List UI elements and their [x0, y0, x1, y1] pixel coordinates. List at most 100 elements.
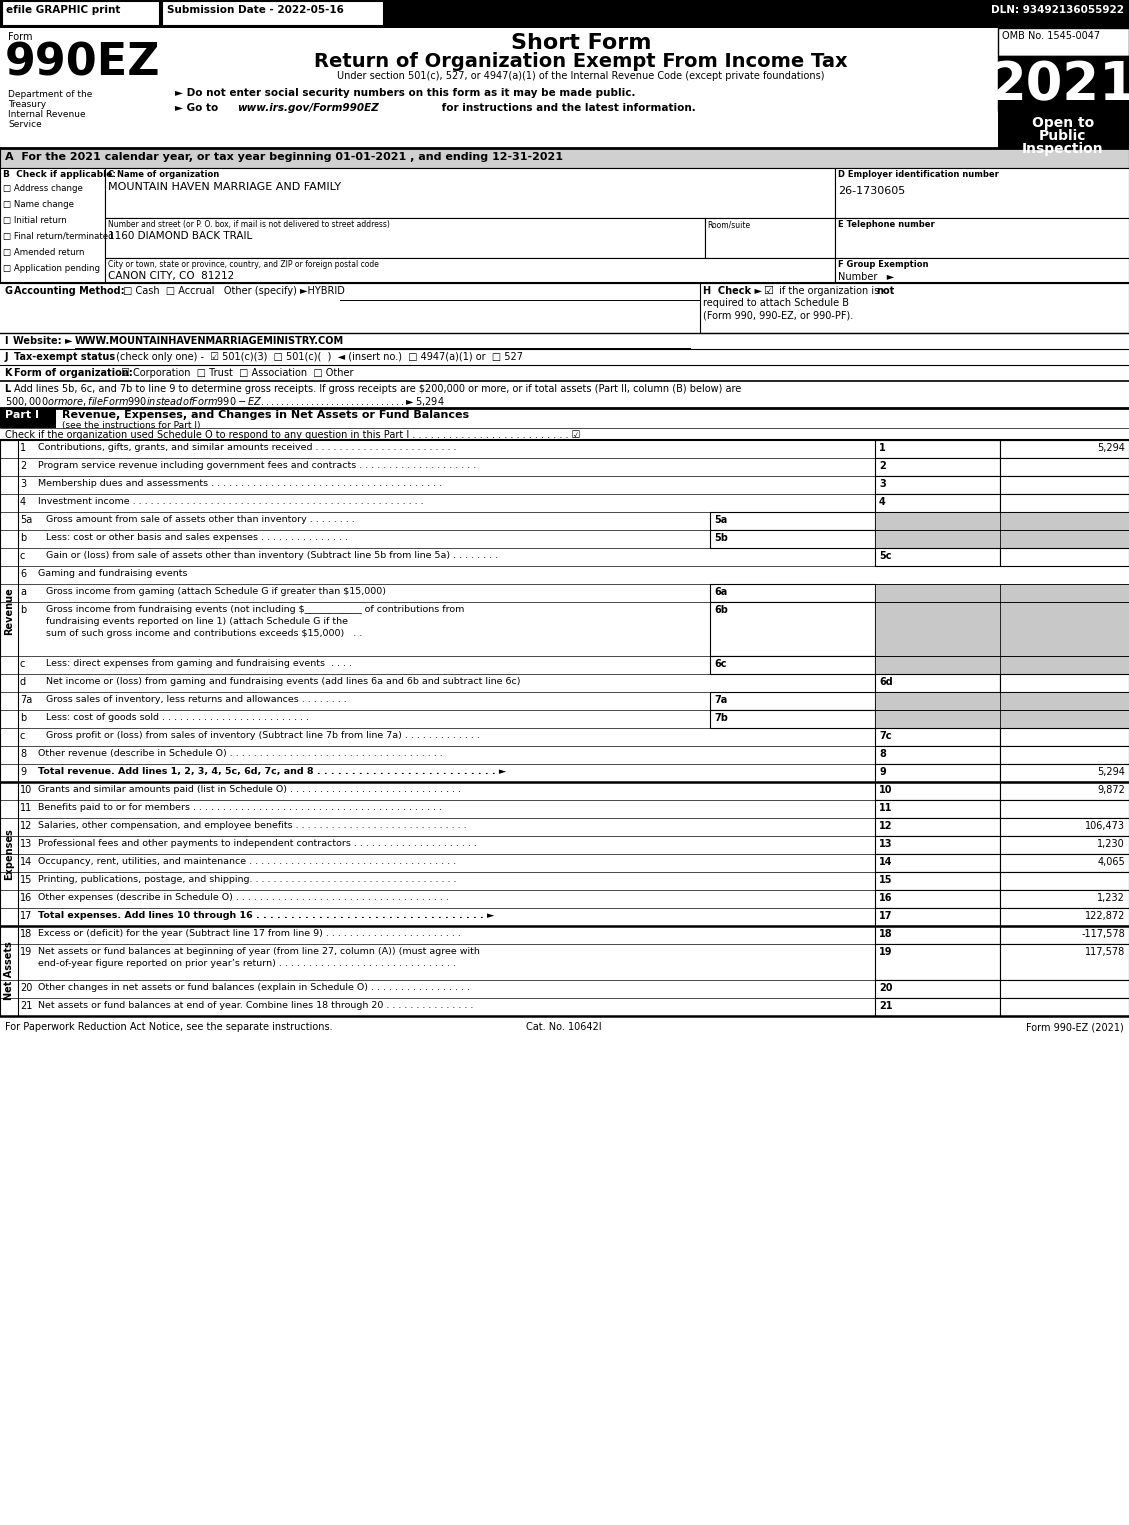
Text: Professional fees and other payments to independent contractors . . . . . . . . : Professional fees and other payments to …: [38, 839, 476, 848]
Text: H  Check ►: H Check ►: [703, 287, 762, 296]
Text: Program service revenue including government fees and contracts . . . . . . . . : Program service revenue including govern…: [38, 461, 476, 470]
Text: 16: 16: [20, 894, 33, 903]
Text: 106,473: 106,473: [1085, 820, 1124, 831]
Text: Salaries, other compensation, and employee benefits . . . . . . . . . . . . . . : Salaries, other compensation, and employ…: [38, 820, 466, 830]
Bar: [710, 656, 875, 674]
Bar: [1000, 944, 1129, 981]
Text: 1: 1: [879, 442, 886, 453]
Bar: [875, 547, 1000, 566]
Text: (see the instructions for Part I): (see the instructions for Part I): [62, 421, 201, 430]
Text: end-of-year figure reported on prior year’s return) . . . . . . . . . . . . . . : end-of-year figure reported on prior yea…: [38, 959, 456, 968]
Text: Inspection: Inspection: [1022, 142, 1104, 156]
Bar: [1000, 764, 1129, 782]
Text: Revenue, Expenses, and Changes in Net Assets or Fund Balances: Revenue, Expenses, and Changes in Net As…: [62, 410, 470, 419]
Text: 17: 17: [879, 910, 893, 921]
Text: Add lines 5b, 6c, and 7b to line 9 to determine gross receipts. If gross receipt: Add lines 5b, 6c, and 7b to line 9 to de…: [14, 384, 742, 393]
Bar: [105, 168, 835, 218]
Text: 4: 4: [879, 497, 886, 506]
Bar: [1000, 727, 1129, 746]
Text: 19: 19: [879, 947, 893, 958]
Text: Gross amount from sale of assets other than inventory . . . . . . . .: Gross amount from sale of assets other t…: [46, 515, 355, 525]
Text: OMB No. 1545-0047: OMB No. 1545-0047: [1003, 30, 1100, 41]
Text: Grants and similar amounts paid (list in Schedule O) . . . . . . . . . . . . . .: Grants and similar amounts paid (list in…: [38, 785, 461, 795]
Bar: [710, 711, 875, 727]
Bar: [105, 258, 835, 284]
Text: MOUNTAIN HAVEN MARRIAGE AND FAMILY: MOUNTAIN HAVEN MARRIAGE AND FAMILY: [108, 181, 341, 192]
Text: 3: 3: [20, 479, 26, 490]
Text: b: b: [20, 714, 26, 723]
Text: 26-1730605: 26-1730605: [838, 186, 905, 197]
Bar: [1000, 801, 1129, 817]
Text: d: d: [20, 677, 26, 686]
Text: CANON CITY, CO  81212: CANON CITY, CO 81212: [108, 271, 234, 281]
Text: Website: ►: Website: ►: [14, 336, 72, 346]
Bar: [998, 111, 1129, 175]
Text: Other revenue (describe in Schedule O) . . . . . . . . . . . . . . . . . . . . .: Other revenue (describe in Schedule O) .…: [38, 749, 443, 758]
Text: c: c: [20, 551, 25, 561]
Text: I: I: [5, 336, 12, 346]
Text: K: K: [5, 368, 16, 378]
Bar: [875, 926, 1000, 944]
Bar: [1000, 907, 1129, 926]
Bar: [1000, 836, 1129, 854]
Text: Less: direct expenses from gaming and fundraising events  . . . .: Less: direct expenses from gaming and fu…: [46, 659, 352, 668]
Text: 7b: 7b: [714, 714, 728, 723]
Text: Department of the: Department of the: [8, 90, 93, 99]
Text: □ Cash  □ Accrual   Other (specify) ►HYBRID: □ Cash □ Accrual Other (specify) ►HYBRID: [120, 287, 344, 296]
Text: Gross sales of inventory, less returns and allowances . . . . . . . .: Gross sales of inventory, less returns a…: [46, 695, 347, 705]
Text: for instructions and the latest information.: for instructions and the latest informat…: [438, 104, 695, 113]
Text: Printing, publications, postage, and shipping. . . . . . . . . . . . . . . . . .: Printing, publications, postage, and shi…: [38, 875, 456, 884]
Text: 6d: 6d: [879, 677, 893, 686]
Text: 3: 3: [879, 479, 886, 490]
Text: Benefits paid to or for members . . . . . . . . . . . . . . . . . . . . . . . . : Benefits paid to or for members . . . . …: [38, 804, 441, 811]
Text: 990EZ: 990EZ: [5, 43, 160, 85]
Text: Net income or (loss) from gaming and fundraising events (add lines 6a and 6b and: Net income or (loss) from gaming and fun…: [46, 677, 520, 686]
Text: Gross profit or (loss) from sales of inventory (Subtract line 7b from line 7a) .: Gross profit or (loss) from sales of inv…: [46, 730, 480, 740]
Bar: [0, 782, 18, 926]
Text: 2021: 2021: [989, 59, 1129, 111]
Bar: [875, 817, 1000, 836]
Text: 18: 18: [879, 929, 893, 939]
Text: 5a: 5a: [20, 515, 33, 525]
Text: 7a: 7a: [20, 695, 33, 705]
Text: 14: 14: [20, 857, 33, 868]
Bar: [1000, 674, 1129, 692]
Text: 12: 12: [20, 820, 33, 831]
Bar: [1000, 547, 1129, 566]
Text: 9: 9: [879, 767, 886, 778]
Text: 16: 16: [879, 894, 893, 903]
Text: 2: 2: [879, 461, 886, 471]
Text: a: a: [20, 587, 26, 596]
Bar: [835, 218, 1129, 258]
Bar: [1000, 711, 1129, 727]
Text: ☑ Corporation  □ Trust  □ Association  □ Other: ☑ Corporation □ Trust □ Association □ Ot…: [119, 368, 353, 378]
Text: 21: 21: [879, 1000, 893, 1011]
Bar: [875, 711, 1000, 727]
Text: Part I: Part I: [5, 410, 40, 419]
Bar: [875, 692, 1000, 711]
Bar: [998, 56, 1129, 111]
Text: b: b: [20, 605, 26, 615]
Text: 18: 18: [20, 929, 33, 939]
Text: G: G: [5, 287, 17, 296]
Text: 21: 21: [20, 1000, 33, 1011]
Text: 20: 20: [879, 984, 893, 993]
Text: J: J: [5, 352, 12, 361]
Bar: [835, 258, 1129, 284]
Text: 11: 11: [879, 804, 893, 813]
Text: 4,065: 4,065: [1097, 857, 1124, 868]
Text: Check if the organization used Schedule O to respond to any question in this Par: Check if the organization used Schedule …: [5, 430, 580, 441]
Text: 5,294: 5,294: [1097, 442, 1124, 453]
Text: Number   ►: Number ►: [838, 271, 894, 282]
Bar: [0, 409, 56, 429]
Text: Gaming and fundraising events: Gaming and fundraising events: [38, 569, 187, 578]
Bar: [710, 531, 875, 547]
Bar: [875, 801, 1000, 817]
Text: Net assets or fund balances at beginning of year (from line 27, column (A)) (mus: Net assets or fund balances at beginning…: [38, 947, 480, 956]
Text: 6b: 6b: [714, 605, 728, 615]
Text: 9,872: 9,872: [1097, 785, 1124, 795]
Bar: [875, 746, 1000, 764]
Text: 5b: 5b: [714, 534, 728, 543]
Bar: [875, 854, 1000, 872]
Bar: [105, 218, 704, 258]
